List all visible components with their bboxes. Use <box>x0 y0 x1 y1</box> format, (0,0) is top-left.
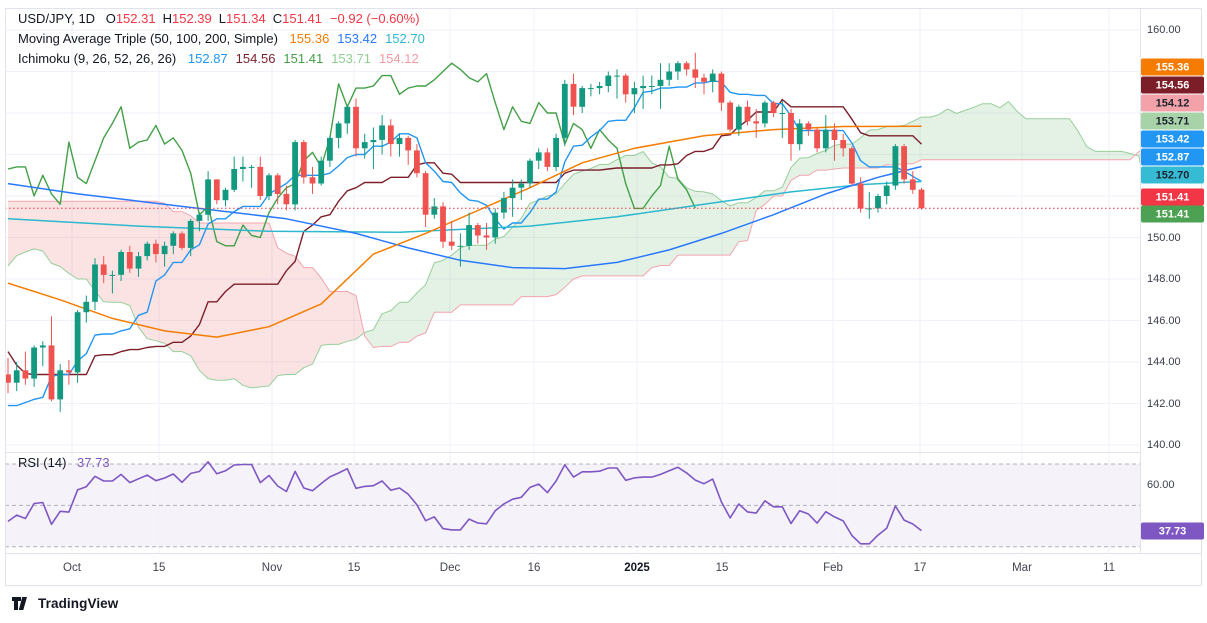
ohlc-key: C <box>272 11 283 26</box>
ohlc-value: 152.31 <box>115 11 156 26</box>
price-tick-label: 146.00 <box>1147 314 1181 327</box>
rsi-axis-badge: 37.73 <box>1141 522 1204 540</box>
ohlc-value: 152.39 <box>171 11 212 26</box>
time-axis-label: Oct <box>63 562 81 574</box>
price-axis-badge: 153.42 <box>1141 130 1204 148</box>
time-axis-label: Mar <box>1012 562 1032 574</box>
tradingview-logo-icon <box>12 597 27 610</box>
time-axis-label: 2025 <box>624 562 650 574</box>
ohlc-value: 151.34 <box>225 11 266 26</box>
rsi-legend-row[interactable]: RSI (14) 37.73 <box>18 455 110 470</box>
ohlc-values: O152.31 H152.39 L151.34 C151.41 −0.92 (−0.60… <box>99 11 420 26</box>
price-tick-label: 160.00 <box>1147 24 1181 36</box>
symbol-title: USD/JPY, 1D <box>18 11 96 26</box>
time-axis-label: Dec <box>439 562 461 574</box>
price-axis-badge: 153.71 <box>1141 112 1204 130</box>
price-axis-badge: 151.41 <box>1141 188 1204 206</box>
time-axis-label: 11 <box>1103 562 1115 574</box>
legend-ma-row[interactable]: Moving Average Triple (50, 100, 200, Sim… <box>18 29 425 49</box>
time-axis-label: 17 <box>913 562 927 574</box>
ohlc-key: H <box>162 11 172 26</box>
price-tick-label: 140.00 <box>1147 439 1181 451</box>
price-axis-badge: 152.70 <box>1141 166 1204 184</box>
legend-ichimoku-row[interactable]: Ichimoku (9, 26, 52, 26, 26) 152.87 154.5… <box>18 49 419 69</box>
time-axis-label: Nov <box>261 562 283 574</box>
tradingview-logo[interactable]: TradingView <box>12 596 118 611</box>
indicator-value: 153.71 <box>331 51 371 66</box>
price-tick-label: 144.00 <box>1147 356 1181 368</box>
ohlc-key: O <box>105 11 116 26</box>
ichimoku-indicator-title: Ichimoku (9, 26, 52, 26, 26) <box>18 51 177 66</box>
indicator-value: 153.42 <box>337 31 378 46</box>
legend-symbol-row[interactable]: USD/JPY, 1D O152.31 H152.39 L151.34 C151.41… <box>18 9 420 29</box>
price-tick-label: 148.00 <box>1147 273 1181 285</box>
price-axis-badge: 154.56 <box>1141 76 1204 94</box>
rsi-tick-label: 60.00 <box>1147 478 1175 491</box>
indicator-value: 154.56 <box>235 51 276 66</box>
price-tick-label: 142.00 <box>1147 397 1181 410</box>
ohlc-value: 151.41 <box>282 11 322 26</box>
indicator-value: 154.12 <box>378 51 419 66</box>
rsi-indicator-title: RSI (14) <box>18 455 67 470</box>
ichimoku-values: 152.87 154.56 151.41 153.71 154.12 <box>180 51 419 66</box>
indicator-value: 152.70 <box>385 31 425 46</box>
rsi-value: 37.73 <box>77 455 110 470</box>
ma-values: 155.36 153.42 152.70 <box>282 31 425 46</box>
tradingview-logo-text: TradingView <box>38 596 119 611</box>
time-axis-label: 16 <box>527 562 541 574</box>
price-tick-label: 150.00 <box>1147 231 1181 244</box>
price-axis-badge: 155.36 <box>1141 58 1204 76</box>
price-axis-badge: 151.41 <box>1141 205 1204 223</box>
time-axis-label: 15 <box>347 562 361 574</box>
ohlc-key: L <box>218 11 226 26</box>
time-axis-label: 15 <box>715 562 729 574</box>
ma-indicator-title: Moving Average Triple (50, 100, 200, Sim… <box>18 31 278 46</box>
time-axis-label: 15 <box>152 562 166 574</box>
indicator-value: 155.36 <box>289 31 330 46</box>
indicator-value: 152.87 <box>187 51 228 66</box>
price-axis-badge: 152.87 <box>1141 148 1204 166</box>
price-axis-badge: 154.12 <box>1141 94 1204 112</box>
indicator-value: 151.41 <box>283 51 324 66</box>
change-value: −0.92 (−0.60%) <box>329 11 420 26</box>
time-axis-label: Feb <box>823 562 843 574</box>
